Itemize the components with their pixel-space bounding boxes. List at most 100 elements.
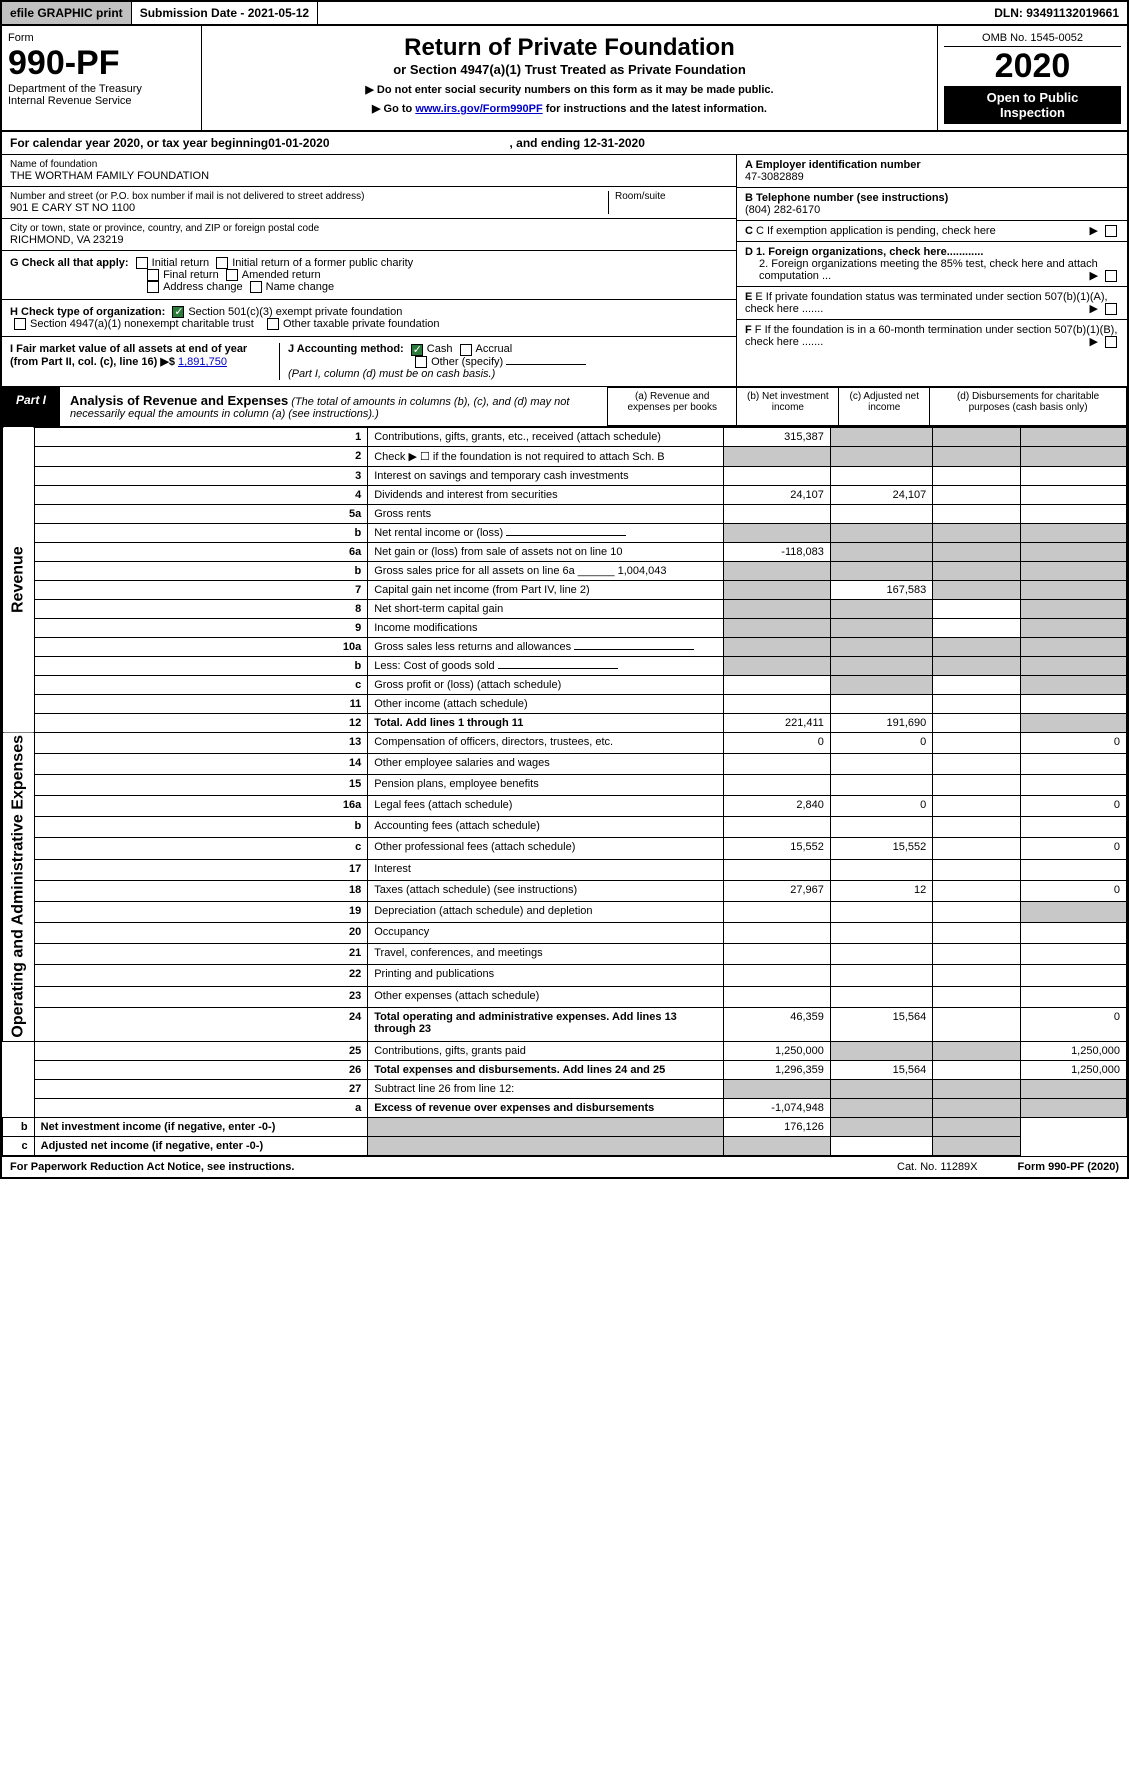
amount-cell bbox=[723, 675, 830, 694]
entity-right: A Employer identification number 47-3082… bbox=[737, 155, 1127, 386]
amount-cell bbox=[368, 1137, 724, 1156]
table-row: 5aGross rents bbox=[3, 504, 1127, 523]
line-desc: Printing and publications bbox=[368, 965, 724, 986]
table-row: 12Total. Add lines 1 through 11221,41119… bbox=[3, 713, 1127, 732]
line-desc: Less: Cost of goods sold bbox=[368, 656, 724, 675]
amount-cell: 15,564 bbox=[830, 1061, 932, 1080]
amount-cell: -118,083 bbox=[723, 542, 830, 561]
revenue-sidelabel: Revenue bbox=[3, 427, 35, 732]
line-number: 3 bbox=[34, 466, 368, 485]
table-row: 6aNet gain or (loss) from sale of assets… bbox=[3, 542, 1127, 561]
amount-cell bbox=[1021, 580, 1127, 599]
checkbox-exemption-pending[interactable] bbox=[1105, 225, 1117, 237]
checkbox-status-terminated[interactable] bbox=[1105, 303, 1117, 315]
checkbox-final-return[interactable] bbox=[147, 269, 159, 281]
table-row: 23Other expenses (attach schedule) bbox=[3, 986, 1127, 1007]
checkbox-60month[interactable] bbox=[1105, 336, 1117, 348]
checkbox-initial-return[interactable] bbox=[136, 257, 148, 269]
amount-cell bbox=[830, 753, 932, 774]
checkbox-501c3[interactable] bbox=[172, 306, 184, 318]
line-number: a bbox=[34, 1099, 368, 1118]
line-desc: Dividends and interest from securities bbox=[368, 485, 724, 504]
line-number: b bbox=[34, 561, 368, 580]
table-row: 11Other income (attach schedule) bbox=[3, 694, 1127, 713]
amount-cell bbox=[830, 504, 932, 523]
part1-desc: Analysis of Revenue and Expenses (The to… bbox=[60, 387, 607, 426]
amount-cell bbox=[933, 580, 1021, 599]
table-row: 3Interest on savings and temporary cash … bbox=[3, 466, 1127, 485]
line-number: 12 bbox=[34, 713, 368, 732]
checkbox-foreign-85[interactable] bbox=[1105, 270, 1117, 282]
amount-cell: 221,411 bbox=[723, 713, 830, 732]
amount-cell: 0 bbox=[1021, 732, 1127, 753]
amount-cell bbox=[933, 466, 1021, 485]
checkbox-other-method[interactable] bbox=[415, 356, 427, 368]
checkbox-other-taxable[interactable] bbox=[267, 318, 279, 330]
line-desc: Accounting fees (attach schedule) bbox=[368, 817, 724, 838]
line-desc: Adjusted net income (if negative, enter … bbox=[34, 1137, 368, 1156]
line-number: 19 bbox=[34, 901, 368, 922]
amount-cell: 15,552 bbox=[830, 838, 932, 859]
form-subtitle: or Section 4947(a)(1) Trust Treated as P… bbox=[210, 62, 929, 77]
amount-cell bbox=[723, 817, 830, 838]
table-row: 25Contributions, gifts, grants paid1,250… bbox=[3, 1042, 1127, 1061]
amount-cell: 0 bbox=[830, 796, 932, 817]
line-desc: Check ▶ ☐ if the foundation is not requi… bbox=[368, 446, 724, 466]
footer-catno: Cat. No. 11289X bbox=[897, 1161, 978, 1173]
line-desc: Other income (attach schedule) bbox=[368, 694, 724, 713]
checkbox-address-change[interactable] bbox=[147, 281, 159, 293]
amount-cell: 0 bbox=[1021, 880, 1127, 901]
entity-info: Name of foundation THE WORTHAM FAMILY FO… bbox=[2, 155, 1127, 387]
table-row: aExcess of revenue over expenses and dis… bbox=[3, 1099, 1127, 1118]
line-desc: Other expenses (attach schedule) bbox=[368, 986, 724, 1007]
form-label: Form bbox=[8, 32, 195, 44]
amount-cell bbox=[933, 637, 1021, 656]
line-desc: Capital gain net income (from Part IV, l… bbox=[368, 580, 724, 599]
checkbox-amended-return[interactable] bbox=[226, 269, 238, 281]
amount-cell bbox=[933, 774, 1021, 795]
amount-cell bbox=[1021, 599, 1127, 618]
line-number: 24 bbox=[34, 1007, 368, 1042]
ein-value: 47-3082889 bbox=[745, 171, 804, 183]
amount-cell bbox=[933, 986, 1021, 1007]
amount-cell bbox=[723, 1080, 830, 1099]
foundation-name-cell: Name of foundation THE WORTHAM FAMILY FO… bbox=[2, 155, 736, 187]
amount-cell: 27,967 bbox=[723, 880, 830, 901]
line-number: b bbox=[34, 817, 368, 838]
amount-cell bbox=[723, 561, 830, 580]
amount-cell bbox=[723, 753, 830, 774]
checkbox-accrual[interactable] bbox=[460, 344, 472, 356]
amount-cell bbox=[723, 618, 830, 637]
line-desc: Taxes (attach schedule) (see instruction… bbox=[368, 880, 724, 901]
checkbox-initial-former[interactable] bbox=[216, 257, 228, 269]
form990pf-link[interactable]: www.irs.gov/Form990PF bbox=[415, 103, 542, 115]
checkbox-name-change[interactable] bbox=[250, 281, 262, 293]
amount-cell bbox=[1021, 446, 1127, 466]
amount-cell bbox=[933, 485, 1021, 504]
table-row: 19Depreciation (attach schedule) and dep… bbox=[3, 901, 1127, 922]
amount-cell bbox=[723, 446, 830, 466]
checkbox-4947a1[interactable] bbox=[14, 318, 26, 330]
street-address: 901 E CARY ST NO 1100 bbox=[10, 202, 608, 214]
amount-cell bbox=[1021, 774, 1127, 795]
amount-cell bbox=[933, 446, 1021, 466]
table-row: bAccounting fees (attach schedule) bbox=[3, 817, 1127, 838]
table-row: 24Total operating and administrative exp… bbox=[3, 1007, 1127, 1042]
checkbox-cash[interactable] bbox=[411, 344, 423, 356]
amount-cell bbox=[830, 1137, 932, 1156]
table-row: 15Pension plans, employee benefits bbox=[3, 774, 1127, 795]
efile-badge: efile GRAPHIC print bbox=[2, 2, 132, 24]
line-desc: Pension plans, employee benefits bbox=[368, 774, 724, 795]
tax-year-begin: 01-01-2020 bbox=[268, 136, 329, 150]
line-desc: Net short-term capital gain bbox=[368, 599, 724, 618]
j-accounting-label: J Accounting method: bbox=[288, 343, 404, 355]
amount-cell bbox=[830, 446, 932, 466]
line-number: 6a bbox=[34, 542, 368, 561]
line-number: 26 bbox=[34, 1061, 368, 1080]
line-desc: Contributions, gifts, grants, etc., rece… bbox=[368, 427, 724, 446]
submission-date: Submission Date - 2021-05-12 bbox=[132, 2, 318, 24]
table-row: Revenue1Contributions, gifts, grants, et… bbox=[3, 427, 1127, 446]
amount-cell bbox=[1021, 965, 1127, 986]
line-number: 21 bbox=[34, 944, 368, 965]
foundation-name: THE WORTHAM FAMILY FOUNDATION bbox=[10, 170, 728, 182]
